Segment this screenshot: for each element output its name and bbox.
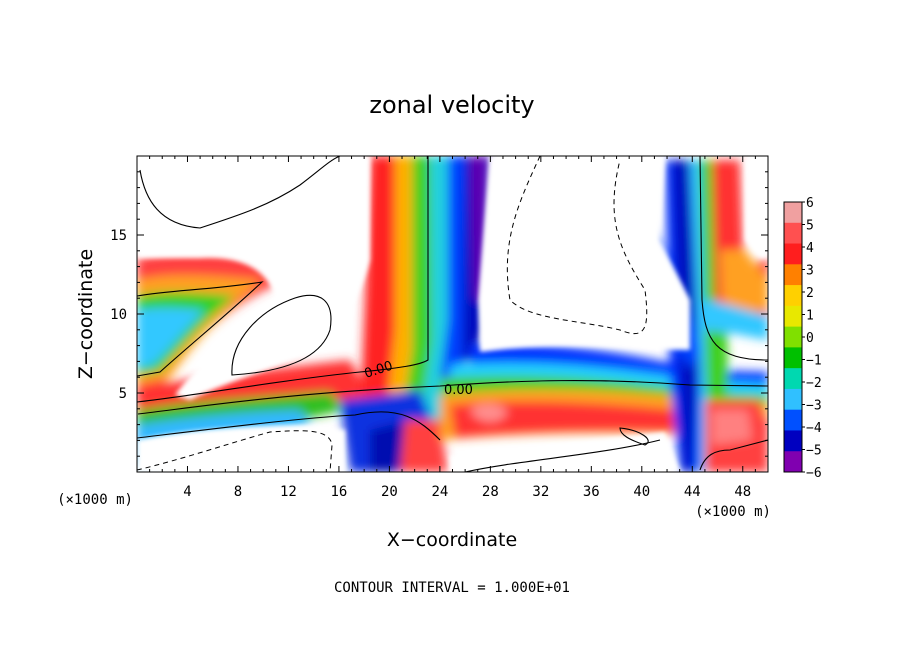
- y-tick-label: 10: [110, 307, 127, 323]
- x-tick-label: 40: [633, 484, 650, 500]
- chart-title: zonal velocity: [369, 91, 534, 119]
- calm-regions: [137, 156, 768, 472]
- colorbar-swatch: [784, 285, 802, 307]
- contour-lines: [137, 156, 768, 472]
- colorbar-swatch: [784, 305, 802, 328]
- x-tick-label: 28: [482, 484, 499, 500]
- x-unit-label-left: (×1000 m): [57, 492, 133, 508]
- y-axis-title: Z−coordinate: [75, 249, 97, 379]
- plot-area: 0.00 0.00: [137, 156, 768, 472]
- colorbar-label: −4: [806, 421, 822, 436]
- colorbar-swatch: [784, 430, 802, 452]
- colorbar-swatch: [784, 326, 802, 348]
- colorbar-label: −5: [806, 444, 822, 459]
- negative-contours: [137, 156, 648, 472]
- colorbar-swatch: [784, 264, 802, 286]
- x-tick-label: 4: [183, 484, 191, 500]
- contour-interval-note: CONTOUR INTERVAL = 1.000E+01: [334, 580, 570, 596]
- colorbar-label: 1: [806, 309, 814, 324]
- colorbar: 6 5 4 3 2 1 0 −1 −2 −3 −4 −5 −6: [783, 196, 822, 481]
- x-tick-label: 24: [431, 484, 448, 500]
- colorbar-swatch: [784, 368, 802, 390]
- y-tick-label: 5: [119, 386, 127, 402]
- colorbar-label: 4: [806, 241, 814, 256]
- y-tick-label: 15: [110, 228, 127, 244]
- y-axis: 5 10 15: [110, 171, 768, 457]
- colorbar-label: −1: [806, 354, 822, 369]
- x-axis: 4 8 12 16 20 24 28 32 36 40 44 48: [149, 156, 756, 500]
- colorbar-swatch: [784, 347, 802, 369]
- colorbar-label: 0: [806, 331, 814, 346]
- colorbar-label: 5: [806, 219, 814, 234]
- colorbar-label: −6: [806, 466, 822, 481]
- colorbar-label: 2: [806, 286, 814, 301]
- x-tick-label: 48: [734, 484, 751, 500]
- x-tick-label: 8: [234, 484, 242, 500]
- colorbar-label: −2: [806, 376, 822, 391]
- colorbar-swatch: [784, 409, 802, 431]
- x-tick-label: 20: [381, 484, 398, 500]
- x-tick-label: 32: [532, 484, 549, 500]
- colorbar-swatch: [784, 451, 802, 473]
- x-unit-label-right: (×1000 m): [695, 504, 771, 520]
- colorbar-swatch: [784, 388, 802, 411]
- x-tick-label: 16: [330, 484, 347, 500]
- colorbar-swatch: [784, 222, 802, 245]
- colorbar-swatch: [784, 243, 802, 265]
- colorbar-swatch: [784, 202, 802, 224]
- colorbar-label: 3: [806, 264, 814, 279]
- x-tick-label: 36: [583, 484, 600, 500]
- colorbar-label: −3: [806, 399, 822, 414]
- colorbar-label: 6: [806, 196, 814, 211]
- x-tick-label: 44: [684, 484, 701, 500]
- contour-label: 0.00: [444, 383, 473, 398]
- x-tick-label: 12: [280, 484, 297, 500]
- x-axis-title: X−coordinate: [387, 529, 517, 551]
